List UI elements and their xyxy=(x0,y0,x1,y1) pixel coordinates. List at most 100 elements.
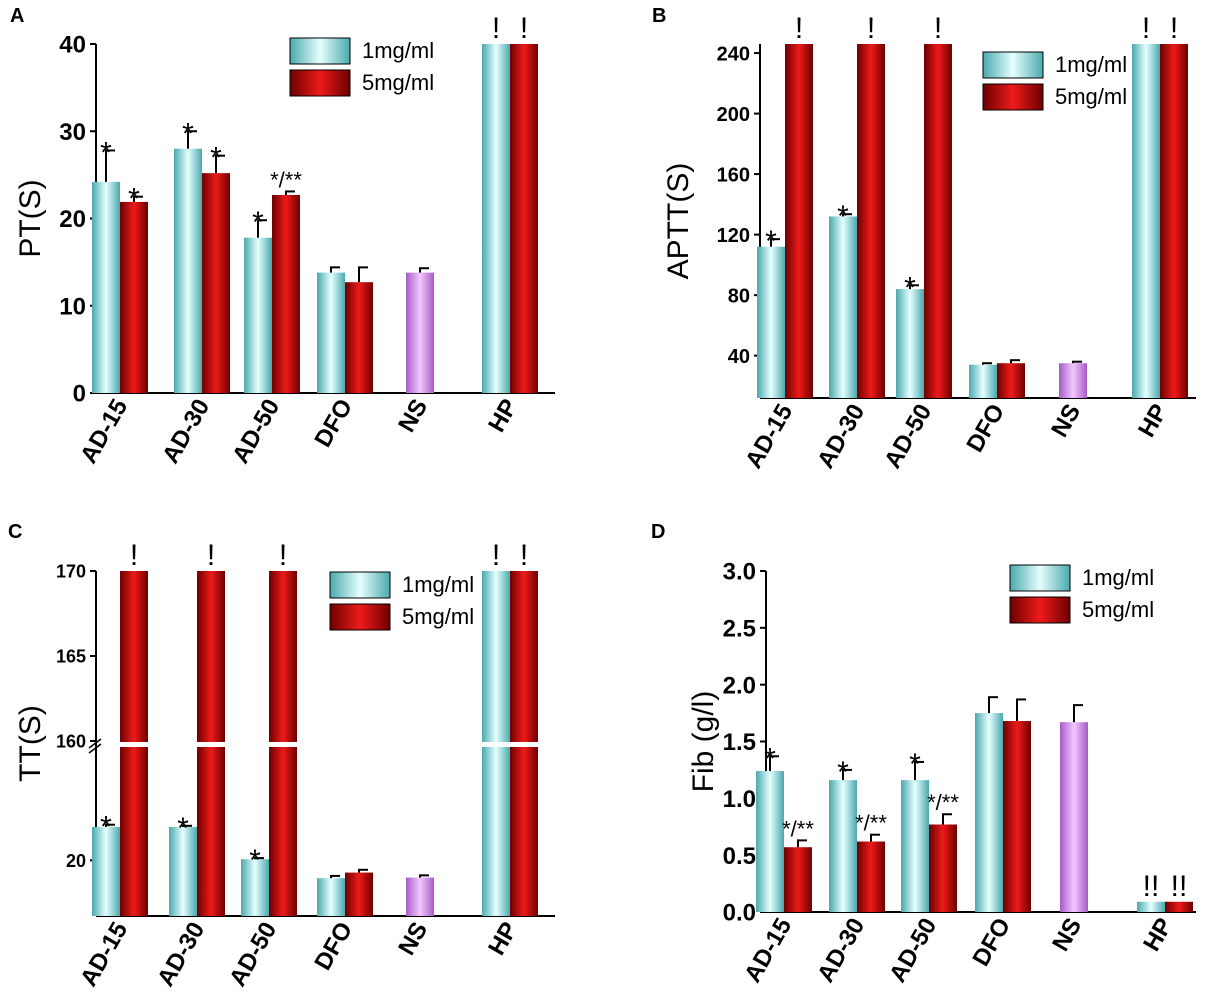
panel-d-bar-ad-50-1mg-ml xyxy=(901,780,929,912)
panel-d-bar-ad-50-5mg-ml xyxy=(929,824,957,912)
panel-a-annotation-ad-30-1mg-ml: * xyxy=(182,117,194,150)
panel-d-bar-hp-5mg-ml xyxy=(1165,901,1193,912)
panel-c-axis-break-mark xyxy=(88,743,102,754)
panel-b-x-tick-label-ad-50: AD-50 xyxy=(879,400,937,474)
panel-d-x-tick-label-dfo: DFO xyxy=(967,914,1016,971)
panel-c-y-axis-label: TT(S) xyxy=(14,705,47,782)
panel-b-bar-ad-15-5mg-ml xyxy=(785,44,813,398)
panel-a-x-tick-label-dfo: DFO xyxy=(309,395,358,452)
panel-d-y-tick-label: 0.5 xyxy=(723,843,756,870)
panel-d-bar-ad-30-5mg-ml xyxy=(857,841,885,912)
panel-c-x-tick-label-ad-15: AD-15 xyxy=(75,918,133,992)
panel-b-y-tick-label: 200 xyxy=(717,104,750,126)
panel-b-bar-dfo-1mg-ml xyxy=(969,364,997,398)
panel-c-annotation-ad-30-5mg-ml: ! xyxy=(207,539,215,572)
panel-b-y-tick-label: 160 xyxy=(717,164,750,186)
panel-d-y-axis-label: Fib (g/l) xyxy=(687,691,720,793)
panel-d-y-tick-label: 2.0 xyxy=(723,672,756,699)
panel-c-axis-break-mark xyxy=(88,738,102,749)
panel-c-x-tick-label-ad-30: AD-30 xyxy=(152,918,210,992)
panel-b-x-tick-label-ad-15: AD-15 xyxy=(740,400,798,474)
panel-b-annotation-hp-1mg-ml: ! xyxy=(1142,12,1150,45)
panel-c-annotation-ad-50-5mg-ml: ! xyxy=(279,539,287,572)
panel-b-annotation-ad-50-1mg-ml: * xyxy=(904,271,916,304)
panel-c-legend-swatch-5mg-ml xyxy=(329,603,391,631)
panel-c-bar-ns-ns xyxy=(406,877,434,916)
panel-a-bar-ad-30-1mg-ml xyxy=(174,148,202,393)
panel-d-annotation-hp-5mg-ml: !! xyxy=(1171,870,1188,903)
panel-a-y-axis-label: PT(S) xyxy=(14,179,47,257)
panel-c-y-tick-label: 160 xyxy=(56,731,86,751)
panel-c-y-tick-label: 170 xyxy=(56,561,86,581)
panel-c-annotation-hp-1mg-ml: ! xyxy=(492,539,500,572)
panel-a-bar-ns-ns xyxy=(406,272,434,393)
panel-b-annotation-ad-50-5mg-ml: ! xyxy=(934,12,942,45)
panel-a-legend-label-1mg-ml: 1mg/ml xyxy=(362,38,434,63)
panel-d-bar-ns-ns xyxy=(1060,722,1088,912)
panel-d-annotation-ad-15-1mg-ml: * xyxy=(764,742,776,775)
panel-c-bar-dfo-1mg-ml xyxy=(317,878,345,916)
panel-d-legend-swatch-5mg-ml xyxy=(1009,596,1071,624)
panel-b-annotation-ad-15-1mg-ml: * xyxy=(765,225,777,258)
panel-d-annotation-ad-30-5mg-ml: */** xyxy=(855,811,887,836)
panel-a-y-tick-label: 20 xyxy=(59,206,86,233)
panel-b-legend-swatch-5mg-ml xyxy=(982,83,1044,111)
panel-d-legend-label-1mg-ml: 1mg/ml xyxy=(1082,565,1154,590)
panel-a-legend-swatch-5mg-ml xyxy=(289,69,351,97)
panel-d-bar-dfo-5mg-ml xyxy=(1003,721,1031,912)
panel-a-letter: A xyxy=(10,5,24,27)
panel-d-x-tick-label-ad-50: AD-50 xyxy=(884,914,942,988)
panel-d-annotation-ad-50-1mg-ml: * xyxy=(909,748,921,781)
panel-a-x-tick-label-ad-30: AD-30 xyxy=(157,395,215,469)
panel-d-y-tick-label: 1.5 xyxy=(723,729,756,756)
panel-b-bar-hp-1mg-ml xyxy=(1132,44,1160,398)
panel-c-bar-dfo-5mg-ml xyxy=(345,872,373,916)
panel-d-y-tick-label: 3.0 xyxy=(723,559,756,586)
panel-a-bar-hp-5mg-ml xyxy=(510,44,538,393)
panel-d-annotation-ad-50-5mg-ml: */** xyxy=(927,790,959,815)
panel-b-bar-ad-50-1mg-ml xyxy=(896,289,924,398)
panel-d-annotation-ad-15-5mg-ml: */** xyxy=(782,816,814,841)
panel-b-bar-ns-ns xyxy=(1059,363,1087,398)
panel-a-x-tick-label-ad-50: AD-50 xyxy=(227,395,285,469)
panel-d-bar-ad-30-1mg-ml xyxy=(829,780,857,912)
panel-c-letter: C xyxy=(8,521,22,543)
panel-c-annotation-hp-5mg-ml: ! xyxy=(520,539,528,572)
panel-a-bar-ad-15-1mg-ml xyxy=(92,181,120,393)
panel-d-legend-label-5mg-ml: 5mg/ml xyxy=(1082,597,1154,622)
panel-b-bar-ad-30-1mg-ml xyxy=(829,216,857,398)
panel-b-y-axis-label: APTT(S) xyxy=(662,163,695,280)
panel-c-x-tick-label-hp: HP xyxy=(483,918,523,960)
panel-b-y-tick-label: 40 xyxy=(728,346,750,368)
panel-a-annotation-ad-15-1mg-ml: * xyxy=(100,136,112,169)
panel-d-x-tick-label-ad-30: AD-30 xyxy=(812,914,870,988)
panel-a-y-tick-label: 0 xyxy=(73,381,86,408)
panel-d-legend-swatch-1mg-ml xyxy=(1009,564,1071,592)
panel-c-tt-chart: C 20 160 165 170 TT(S) AD-15 AD-30 AD-50 DFO NS HP *… xyxy=(8,521,556,991)
panel-a-bar-ad-50-5mg-ml xyxy=(272,194,300,393)
panel-c-annotation-ad-15-5mg-ml: ! xyxy=(130,539,138,572)
panel-b-bar-ad-50-5mg-ml xyxy=(924,44,952,398)
panel-d-annotation-hp-1mg-ml: !! xyxy=(1143,870,1160,903)
panel-a-annotation-hp-5mg-ml: ! xyxy=(520,12,528,45)
panel-d-x-tick-label-ns: NS xyxy=(1047,914,1087,956)
panel-b-x-tick-label-ns: NS xyxy=(1046,400,1086,442)
panel-d-bar-ad-15-5mg-ml xyxy=(784,847,812,912)
panel-a-y-tick-label: 30 xyxy=(59,119,86,146)
panel-b-annotation-hp-5mg-ml: ! xyxy=(1170,12,1178,45)
panel-c-annotation-ad-50-1mg-ml: * xyxy=(249,844,261,877)
panel-c-legend-label-1mg-ml: 1mg/ml xyxy=(402,572,474,597)
panel-c-axis-break-gap xyxy=(97,742,556,747)
panel-b-y-tick-label: 120 xyxy=(717,225,750,247)
panel-b-x-tick-label-dfo: DFO xyxy=(961,400,1010,457)
panel-a-legend-swatch-1mg-ml xyxy=(289,37,351,65)
panel-a-annotation-ad-50-5mg-ml: */** xyxy=(270,167,302,192)
panel-d-letter: D xyxy=(651,521,665,543)
panel-b-bar-hp-5mg-ml xyxy=(1160,44,1188,398)
panel-a-annotation-ad-50-1mg-ml: * xyxy=(252,206,264,239)
panel-c-x-tick-label-dfo: DFO xyxy=(309,918,358,975)
panel-b-annotation-ad-15-5mg-ml: ! xyxy=(795,12,803,45)
panel-a-annotation-ad-15-5mg-ml: * xyxy=(128,183,140,216)
